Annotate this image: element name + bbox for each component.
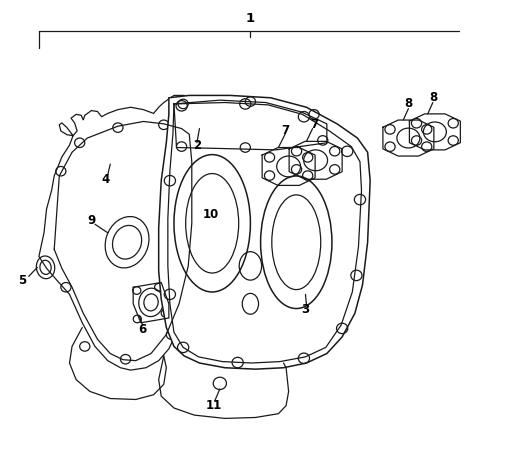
Text: 7: 7 [310, 118, 318, 131]
Text: 3: 3 [301, 303, 310, 316]
Text: 8: 8 [404, 97, 412, 111]
Polygon shape [39, 95, 199, 370]
Text: 1: 1 [246, 12, 255, 25]
Text: 2: 2 [193, 139, 201, 152]
Text: 7: 7 [281, 124, 289, 137]
Text: 11: 11 [205, 399, 222, 412]
Polygon shape [159, 95, 370, 369]
Text: 9: 9 [87, 214, 96, 228]
Text: 5: 5 [18, 274, 27, 286]
Text: 10: 10 [203, 208, 219, 221]
Text: 6: 6 [138, 323, 147, 336]
Text: 8: 8 [430, 91, 438, 104]
Text: 4: 4 [101, 173, 109, 186]
